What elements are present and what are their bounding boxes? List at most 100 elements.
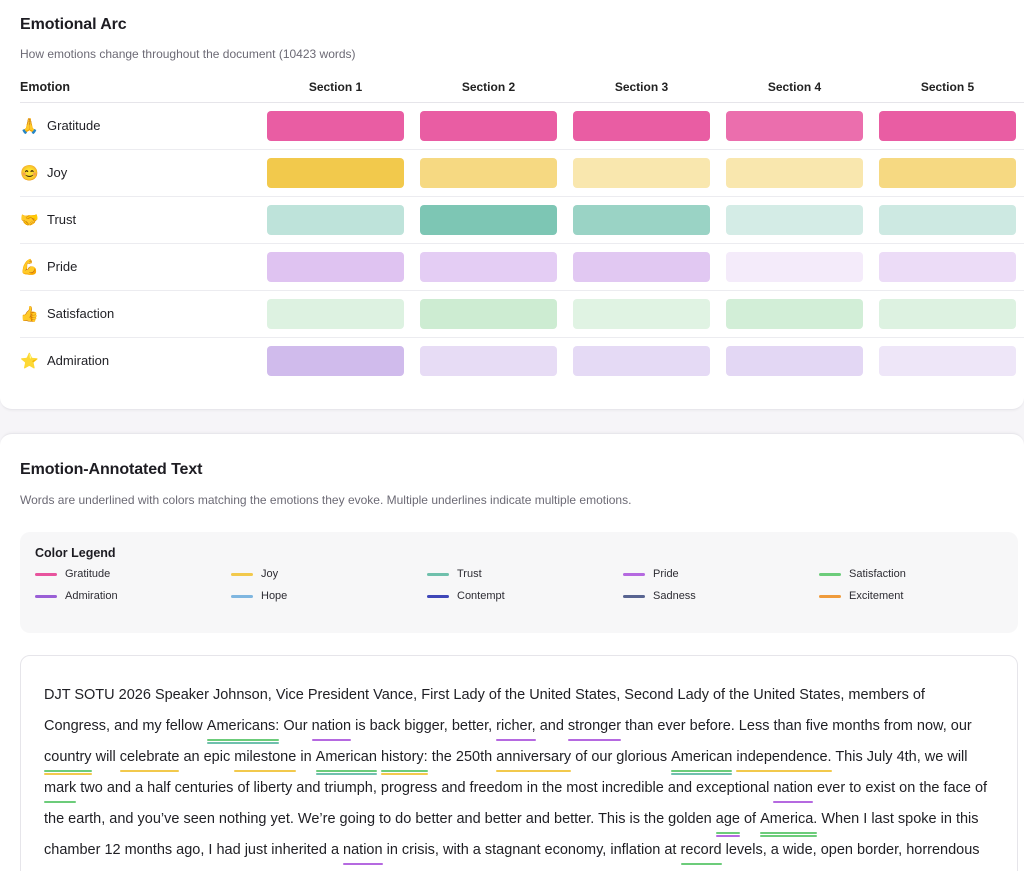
annotated-word[interactable]: American xyxy=(671,746,733,775)
annotated-word[interactable]: milestone xyxy=(234,746,297,772)
annotated-word[interactable]: anniversary xyxy=(496,746,572,772)
intensity-cell xyxy=(718,149,871,197)
intensity-bar-trust-section-3[interactable] xyxy=(573,204,710,235)
intensity-bar-trust-section-1[interactable] xyxy=(267,204,404,235)
legend-item-hope: Hope xyxy=(231,590,427,602)
intensity-bar-satisfaction-section-5[interactable] xyxy=(879,298,1016,329)
intensity-cell xyxy=(871,102,1024,150)
intensity-bar-joy-section-5[interactable] xyxy=(879,157,1016,188)
underline-joy xyxy=(380,773,428,775)
legend-swatch xyxy=(819,572,841,576)
annotated-word[interactable]: nation xyxy=(343,839,383,865)
intensity-bar-joy-section-2[interactable] xyxy=(420,157,557,188)
intensity-bar-gratitude-section-2[interactable] xyxy=(420,110,557,141)
annotated-word[interactable]: country xyxy=(44,746,92,775)
underline-trust xyxy=(315,773,377,775)
plain-text: in xyxy=(296,749,316,765)
legend-item-gratitude: Gratitude xyxy=(35,568,231,580)
intensity-bar-trust-section-5[interactable] xyxy=(879,204,1016,235)
intensity-bar-joy-section-4[interactable] xyxy=(726,157,863,188)
underline-pride xyxy=(567,739,622,741)
emotion-cell: 🙏 Gratitude xyxy=(20,102,259,150)
legend-item-pride: Pride xyxy=(623,568,819,580)
intensity-cell xyxy=(718,196,871,244)
emotion-label-wrap: 😊 Joy xyxy=(20,150,259,196)
legend-item-excitement: Excitement xyxy=(819,590,1015,602)
intensity-bar-trust-section-2[interactable] xyxy=(420,204,557,235)
annotated-text-title: Emotion-Annotated Text xyxy=(20,461,203,478)
intensity-bar-gratitude-section-5[interactable] xyxy=(879,110,1016,141)
table-row: ⭐ Admiration xyxy=(20,337,1024,384)
star-icon: ⭐ xyxy=(20,352,39,370)
intensity-bar-joy-section-3[interactable] xyxy=(573,157,710,188)
plain-text: of xyxy=(739,811,761,827)
annotated-word-text: American xyxy=(671,749,733,765)
column-header-emotion: Emotion xyxy=(20,72,259,103)
intensity-cell xyxy=(259,243,412,291)
intensity-cell xyxy=(565,196,718,244)
intensity-cell xyxy=(871,290,1024,338)
intensity-bar-pride-section-4[interactable] xyxy=(726,251,863,282)
intensity-bar-pride-section-3[interactable] xyxy=(573,251,710,282)
emotion-label-wrap: 🤝 Trust xyxy=(20,197,259,243)
legend-swatch xyxy=(427,594,449,598)
intensity-cell xyxy=(565,102,718,150)
annotated-word-text: America. xyxy=(760,811,818,827)
annotated-text-box: DJT SOTU 2026 Speaker Johnson, Vice Pres… xyxy=(20,655,1018,871)
intensity-bar-admiration-section-2[interactable] xyxy=(420,345,557,376)
intensity-bar-admiration-section-1[interactable] xyxy=(267,345,404,376)
intensity-bar-joy-section-1[interactable] xyxy=(267,157,404,188)
annotated-word[interactable]: nation xyxy=(773,777,813,803)
intensity-bar-admiration-section-5[interactable] xyxy=(879,345,1016,376)
plain-text: When I last spoke in this chamber 12 mon… xyxy=(44,811,979,858)
annotated-word-text: stronger xyxy=(567,718,622,734)
column-header-section-4: Section 4 xyxy=(718,72,871,103)
intensity-cell xyxy=(871,149,1024,197)
intensity-bar-gratitude-section-1[interactable] xyxy=(267,110,404,141)
annotated-word[interactable]: America. xyxy=(760,808,818,837)
intensity-bar-satisfaction-section-4[interactable] xyxy=(726,298,863,329)
intensity-cell xyxy=(871,196,1024,244)
legend-swatch xyxy=(35,572,57,576)
intensity-cell xyxy=(412,243,565,291)
intensity-bar-satisfaction-section-2[interactable] xyxy=(420,298,557,329)
column-header-section-5: Section 5 xyxy=(871,72,1024,103)
legend-swatch xyxy=(231,594,253,598)
underline-satisfaction xyxy=(315,770,377,772)
annotated-word[interactable]: nation xyxy=(311,715,352,741)
intensity-bar-satisfaction-section-3[interactable] xyxy=(573,298,710,329)
annotated-word[interactable]: independence. xyxy=(736,746,832,772)
intensity-bar-pride-section-5[interactable] xyxy=(879,251,1016,282)
legend-item-admiration: Admiration xyxy=(35,590,231,602)
annotated-word-text: American xyxy=(315,749,377,765)
intensity-bar-admiration-section-4[interactable] xyxy=(726,345,863,376)
intensity-bar-admiration-section-3[interactable] xyxy=(573,345,710,376)
annotated-word[interactable]: celebrate xyxy=(119,746,180,772)
intensity-bar-pride-section-2[interactable] xyxy=(420,251,557,282)
underline-pride xyxy=(496,739,536,741)
emotion-label: Pride xyxy=(47,259,78,274)
smiling-face-icon: 😊 xyxy=(20,164,39,182)
annotated-word[interactable]: history: xyxy=(380,746,428,775)
intensity-bar-gratitude-section-4[interactable] xyxy=(726,110,863,141)
annotated-word[interactable]: richer, xyxy=(496,715,536,741)
intensity-bar-satisfaction-section-1[interactable] xyxy=(267,298,404,329)
annotated-word[interactable]: American xyxy=(315,746,377,775)
legend-item-trust: Trust xyxy=(427,568,623,580)
annotated-word[interactable]: stronger xyxy=(567,715,622,741)
plain-text: than ever before. Less than five months … xyxy=(621,718,972,734)
emotion-cell: ⭐ Admiration xyxy=(20,337,259,384)
column-header-section-2: Section 2 xyxy=(412,72,565,103)
annotated-word[interactable]: Americans: xyxy=(206,715,280,744)
table-row: 😊 Joy xyxy=(20,149,1024,197)
plain-text: This July 4th, we will xyxy=(831,749,968,765)
legend-swatch xyxy=(623,572,645,576)
intensity-cell xyxy=(871,243,1024,291)
annotated-word[interactable]: record xyxy=(680,839,722,865)
intensity-bar-trust-section-4[interactable] xyxy=(726,204,863,235)
annotated-word-text: history: xyxy=(380,749,428,765)
intensity-bar-gratitude-section-3[interactable] xyxy=(573,110,710,141)
annotated-word[interactable]: mark xyxy=(44,777,77,803)
annotated-word[interactable]: age xyxy=(715,808,740,837)
intensity-bar-pride-section-1[interactable] xyxy=(267,251,404,282)
